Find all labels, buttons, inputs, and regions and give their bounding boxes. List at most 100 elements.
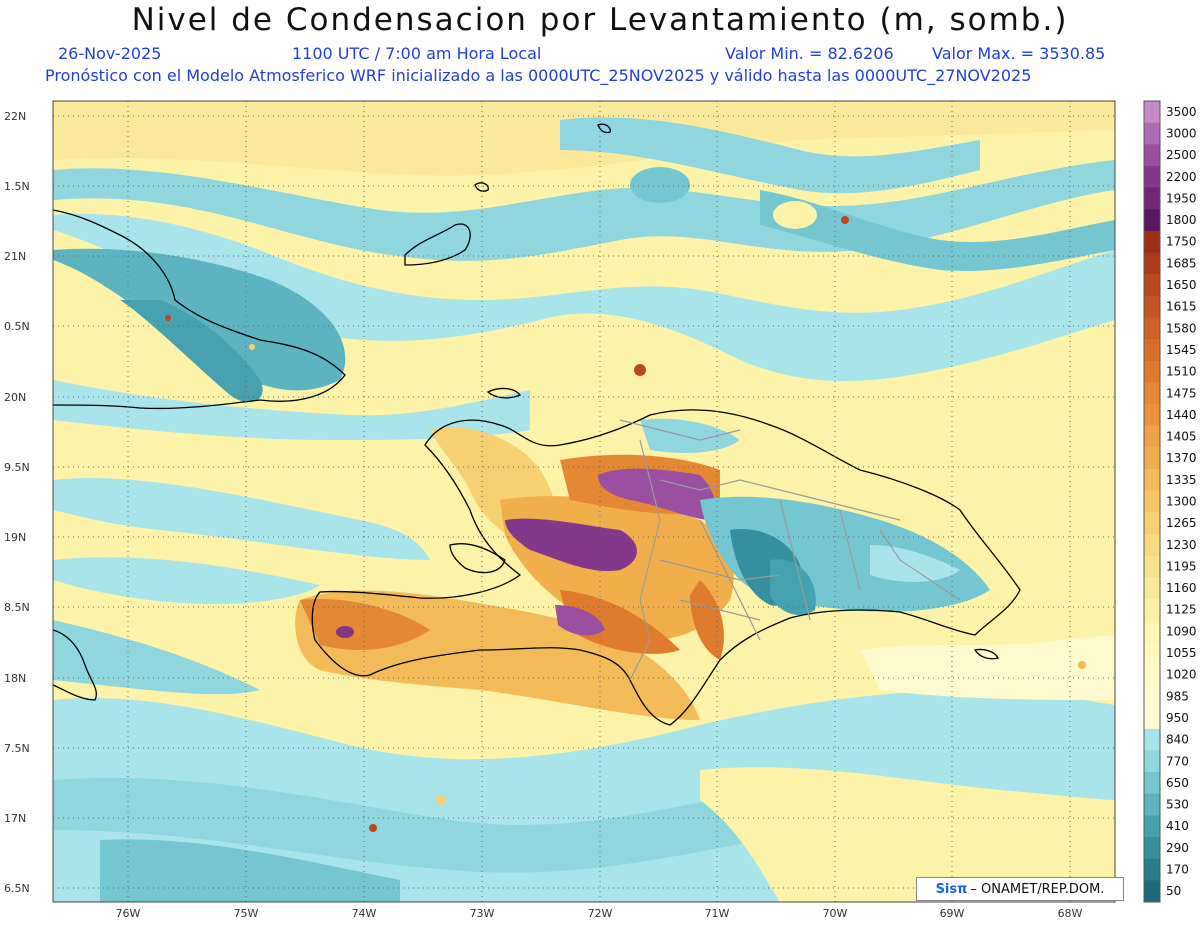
legend-label: 1370: [1166, 451, 1197, 465]
legend-swatch: [1144, 382, 1160, 405]
lcl-field: [53, 101, 1115, 902]
map-title: Nivel de Condensacion por Levantamiento …: [131, 2, 1069, 38]
legend-label: 3500: [1166, 105, 1197, 119]
forecast-note: Pronóstico con el Modelo Atmosferico WRF…: [45, 66, 1032, 85]
lat-label: 20N: [4, 391, 26, 404]
legend-swatch: [1144, 187, 1160, 210]
legend-swatch: [1144, 274, 1160, 297]
lon-label: 75W: [234, 907, 259, 920]
legend-swatch: [1144, 707, 1160, 730]
legend-label: 1545: [1166, 343, 1197, 357]
legend-swatch: [1144, 858, 1160, 881]
legend-label: 1265: [1166, 516, 1197, 530]
color-legend: 3500 3000 2500 2200 1950 1800 1750 1685 1650 1615…: [1143, 100, 1197, 903]
legend-label: 290: [1166, 841, 1189, 855]
legend-swatch: [1144, 750, 1160, 773]
legend-swatch: [1144, 317, 1160, 340]
legend-swatch: [1144, 663, 1160, 687]
legend-label: 770: [1166, 754, 1189, 768]
legend-label: 410: [1166, 819, 1189, 833]
legend-swatch: [1144, 555, 1160, 578]
sispi-logo: Sisπ: [935, 881, 968, 897]
lat-label: 22N: [4, 110, 26, 123]
province-borders: [619, 419, 961, 681]
legend-label: 1685: [1166, 256, 1197, 270]
map-frame: [52, 100, 1116, 903]
lat-label: 19N: [4, 531, 26, 544]
lat-label: 6.5N: [4, 882, 30, 895]
legend-swatch: [1144, 404, 1160, 427]
legend-label: 1750: [1166, 235, 1197, 249]
lon-label: 72W: [588, 907, 613, 920]
legend-label: 50: [1166, 884, 1181, 898]
legend-swatch: [1144, 209, 1160, 232]
legend-swatch: [1144, 122, 1160, 145]
legend-swatch: [1144, 815, 1160, 838]
legend-swatch: [1144, 793, 1160, 816]
lat-label: 0.5N: [4, 320, 30, 333]
legend-label: 1335: [1166, 473, 1197, 487]
legend-swatch: [1144, 360, 1160, 383]
legend-label: 1650: [1166, 278, 1197, 292]
legend-label: 3000: [1166, 126, 1197, 140]
legend-label: 1510: [1166, 365, 1197, 379]
legend-label: 1405: [1166, 430, 1197, 444]
legend-swatch: [1144, 533, 1160, 557]
legend-label: 1950: [1166, 191, 1197, 205]
legend-swatch: [1144, 512, 1160, 535]
lat-label: 17N: [4, 812, 26, 825]
lat-label: 21N: [4, 250, 26, 263]
legend-swatch: [1144, 295, 1160, 318]
legend-label: 2500: [1166, 148, 1197, 162]
legend-swatch: [1144, 685, 1160, 708]
lon-label: 73W: [470, 907, 495, 920]
legend-swatch: [1144, 447, 1160, 470]
legend-swatch: [1144, 490, 1160, 513]
lat-label: 8.5N: [4, 601, 30, 614]
lat-labels: 22N 1.5N 21N 0.5N 20N 9.5N 19N 8.5N 18N …: [4, 110, 30, 895]
legend-label: 170: [1166, 863, 1189, 877]
legend-swatch: [1144, 339, 1160, 362]
legend-swatch: [1144, 425, 1160, 448]
lon-labels: 76W 75W 74W 73W 72W 71W 70W 69W 68W: [116, 907, 1083, 920]
legend-swatch: [1144, 598, 1160, 622]
legend-label: 1475: [1166, 386, 1197, 400]
legend-label: 950: [1166, 711, 1189, 725]
legend-swatch: [1144, 469, 1160, 492]
legend-label: 1125: [1166, 603, 1197, 617]
legend-swatch: [1144, 165, 1160, 189]
forecast-time: 1100 UTC / 7:00 am Hora Local: [292, 44, 542, 63]
legend-label: 1195: [1166, 559, 1197, 573]
lat-label: 9.5N: [4, 461, 30, 474]
lon-label: 68W: [1058, 907, 1083, 920]
legend-label: 2200: [1166, 170, 1197, 184]
lon-label: 71W: [705, 907, 730, 920]
lat-label: 7.5N: [4, 742, 30, 755]
legend-swatch: [1144, 880, 1160, 903]
lon-label: 69W: [940, 907, 965, 920]
legend-label: 1615: [1166, 300, 1197, 314]
graticule: [53, 101, 1115, 902]
coastlines: [53, 123, 1021, 726]
lon-label: 76W: [116, 907, 141, 920]
lat-label: 18N: [4, 672, 26, 685]
legend-swatch: [1144, 577, 1160, 600]
legend-swatch: [1144, 230, 1160, 254]
min-value: Valor Min. = 82.6206: [725, 44, 894, 63]
legend-label: 530: [1166, 798, 1189, 812]
legend-label: 985: [1166, 689, 1189, 703]
credit-text: – ONAMET/REP.DOM.: [970, 881, 1105, 897]
legend-label: 1800: [1166, 213, 1197, 227]
legend-swatch: [1144, 837, 1160, 860]
lon-label: 74W: [352, 907, 377, 920]
lon-label: 70W: [823, 907, 848, 920]
legend-swatch: [1144, 252, 1160, 275]
legend-swatch: [1144, 642, 1160, 665]
legend-swatch: [1144, 101, 1160, 124]
legend-swatch: [1144, 620, 1160, 643]
max-value: Valor Max. = 3530.85: [932, 44, 1106, 63]
legend-label: 1580: [1166, 321, 1197, 335]
legend-swatch: [1144, 728, 1160, 751]
legend-label: 1300: [1166, 495, 1197, 509]
